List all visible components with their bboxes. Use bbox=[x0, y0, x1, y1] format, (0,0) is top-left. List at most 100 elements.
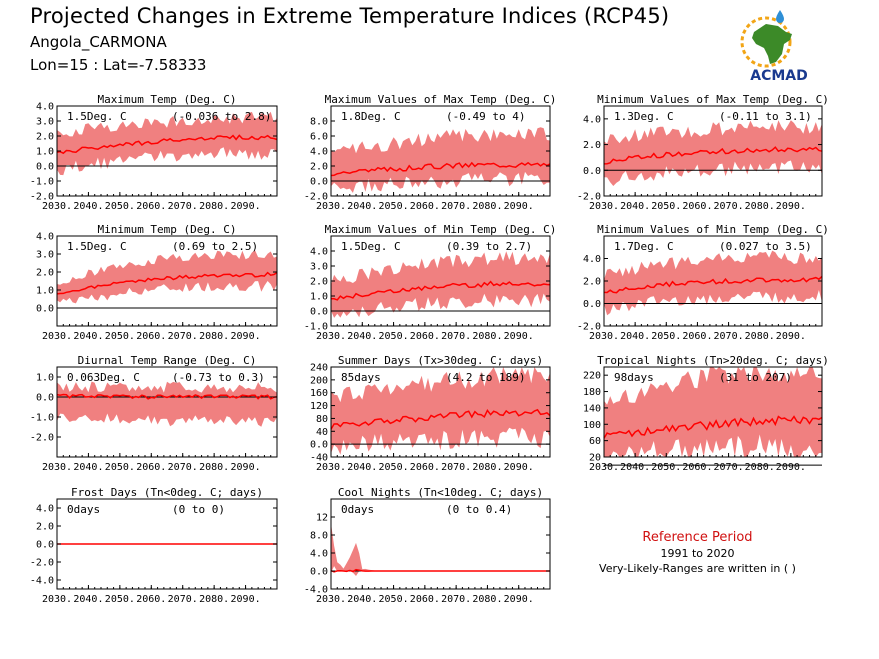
x-tick-label: 2070. bbox=[168, 201, 198, 212]
y-tick-label: 0.0 bbox=[583, 166, 601, 177]
chart-range: (31 to 207) bbox=[719, 371, 792, 384]
sun-icon bbox=[740, 16, 792, 68]
x-tick-label: 2090. bbox=[504, 462, 534, 473]
chart-value: 0days bbox=[67, 503, 100, 516]
coordinates-label: Lon=15 : Lat=-7.58333 bbox=[30, 56, 207, 74]
chart-value: 1.3Deg. C bbox=[614, 110, 674, 123]
x-tick-label: 2030. bbox=[42, 594, 72, 605]
y-tick-label: 1.0 bbox=[36, 147, 54, 158]
x-tick-label: 2070. bbox=[168, 594, 198, 605]
y-tick-label: -40 bbox=[310, 453, 328, 464]
chart-title: Minimum Temp (Deg. C) bbox=[97, 223, 236, 236]
chart-value: 1.8Deg. C bbox=[341, 110, 401, 123]
y-tick-label: -2.0 bbox=[30, 433, 54, 444]
x-tick-label: 2050. bbox=[105, 331, 135, 342]
chart-value: 98days bbox=[614, 371, 654, 384]
y-tick-label: -4.0 bbox=[304, 585, 328, 596]
y-tick-label: 4.0 bbox=[310, 147, 328, 158]
y-tick-label: -2.0 bbox=[30, 192, 54, 203]
y-tick-label: 3.0 bbox=[310, 262, 328, 273]
chart-value: 0.063Deg. C bbox=[67, 371, 140, 384]
x-tick-label: 2070. bbox=[168, 331, 198, 342]
y-tick-label: -1.0 bbox=[304, 322, 328, 333]
africa-map-icon bbox=[752, 24, 792, 64]
x-tick-label: 2050. bbox=[105, 594, 135, 605]
chart-title: Cool Nights (Tn<10deg. C; days) bbox=[338, 486, 543, 499]
x-tick-label: 2080. bbox=[745, 462, 775, 473]
x-tick-label: 2040. bbox=[73, 462, 103, 473]
x-tick-label: 2060. bbox=[136, 462, 166, 473]
median-line bbox=[603, 146, 823, 165]
x-tick-label: 2050. bbox=[651, 201, 681, 212]
x-tick-label: 2040. bbox=[347, 594, 377, 605]
x-tick-label: 2050. bbox=[651, 331, 681, 342]
x-tick-label: 2040. bbox=[347, 462, 377, 473]
y-tick-label: 8.0 bbox=[310, 531, 328, 542]
y-tick-label: -1.0 bbox=[30, 413, 54, 424]
x-tick-label: 2040. bbox=[347, 201, 377, 212]
median-line bbox=[330, 161, 551, 177]
y-tick-label: 180 bbox=[583, 387, 601, 398]
x-tick-label: 2060. bbox=[682, 331, 712, 342]
y-tick-label: 2.0 bbox=[583, 277, 601, 288]
chart-panel-11: -4.0 0.0 4.0 8.0 12 2030. 2040. 2050. 2060. 2070.… bbox=[304, 486, 551, 605]
x-tick-label: 2080. bbox=[472, 201, 502, 212]
median-line bbox=[331, 280, 551, 301]
x-tick-label: 2060. bbox=[682, 201, 712, 212]
x-tick-label: 2040. bbox=[620, 331, 650, 342]
y-tick-label: 4.0 bbox=[36, 232, 54, 243]
y-tick-label: 3.0 bbox=[36, 117, 54, 128]
y-tick-label: 80 bbox=[316, 414, 328, 425]
likely-range-band bbox=[57, 111, 277, 176]
y-tick-label: -4.0 bbox=[30, 576, 54, 587]
chart-value: 0days bbox=[341, 503, 374, 516]
y-tick-label: 8.0 bbox=[310, 117, 328, 128]
likely-range-band bbox=[604, 367, 822, 457]
y-tick-label: 0.0 bbox=[36, 162, 54, 173]
plot-frame bbox=[603, 366, 823, 458]
chart-title: Minimum Values of Min Temp (Deg. C) bbox=[597, 223, 829, 236]
x-tick-label: 2040. bbox=[620, 201, 650, 212]
chart-range: (0 to 0.4) bbox=[446, 503, 512, 516]
y-tick-label: 0.0 bbox=[36, 304, 54, 315]
x-tick-label: 2060. bbox=[682, 462, 712, 473]
x-tick-label: 2040. bbox=[73, 201, 103, 212]
median-line bbox=[330, 568, 550, 573]
x-tick-label: 2040. bbox=[620, 462, 650, 473]
x-tick-label: 2080. bbox=[472, 594, 502, 605]
x-tick-label: 2030. bbox=[316, 462, 346, 473]
reference-period-title: Reference Period bbox=[642, 530, 753, 545]
chart-title: Maximum Temp (Deg. C) bbox=[97, 93, 236, 106]
x-tick-label: 2070. bbox=[441, 594, 471, 605]
x-tick-label: 2030. bbox=[589, 462, 619, 473]
y-tick-label: 60 bbox=[589, 436, 601, 447]
y-tick-label: 40 bbox=[316, 427, 328, 438]
chart-value: 1.5Deg. C bbox=[67, 110, 127, 123]
raindrop-icon bbox=[776, 10, 784, 23]
reference-period-note: Very-Likely-Ranges are written in ( ) bbox=[599, 562, 796, 575]
x-tick-label: 2070. bbox=[441, 201, 471, 212]
y-tick-label: -2.0 bbox=[577, 192, 601, 203]
x-tick-label: 2060. bbox=[410, 331, 440, 342]
x-tick-label: 2040. bbox=[73, 331, 103, 342]
y-tick-label: 6.0 bbox=[310, 132, 328, 143]
plot-frame bbox=[330, 366, 551, 458]
y-tick-label: 200 bbox=[310, 375, 328, 386]
chart-range: (-0.11 to 3.1) bbox=[719, 110, 812, 123]
chart-title: Maximum Values of Max Temp (Deg. C) bbox=[325, 93, 557, 106]
y-tick-label: 0.0 bbox=[310, 440, 328, 451]
x-tick-label: 2080. bbox=[745, 331, 775, 342]
reference-period-box: Reference Period 1991 to 2020 Very-Likel… bbox=[585, 530, 810, 575]
plot-frame bbox=[603, 105, 823, 197]
chart-value: 1.5Deg. C bbox=[67, 240, 127, 253]
x-tick-label: 2060. bbox=[410, 462, 440, 473]
chart-title: Diurnal Temp Range (Deg. C) bbox=[78, 354, 257, 367]
x-tick-label: 2090. bbox=[231, 331, 261, 342]
x-tick-label: 2070. bbox=[441, 331, 471, 342]
x-tick-label: 2070. bbox=[168, 462, 198, 473]
